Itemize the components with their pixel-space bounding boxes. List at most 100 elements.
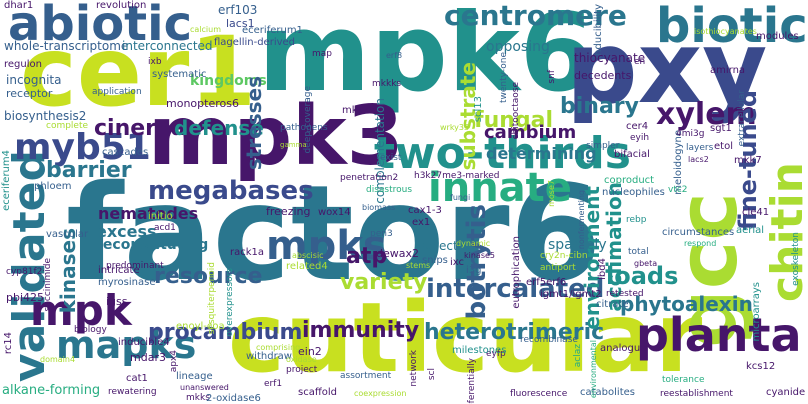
- word-incognita: incognita: [6, 73, 62, 87]
- word-coexpression: coexpression: [354, 389, 407, 398]
- word-monopteros6: monopteros6: [166, 97, 239, 110]
- word-mkkks: mkkks: [372, 79, 402, 89]
- word-biomass: biomass: [362, 203, 396, 212]
- word-xylem: xylem: [656, 97, 757, 132]
- word-aerial: aerial: [736, 225, 765, 236]
- word-simpler: simpler: [586, 141, 620, 151]
- word-milestones: milestones: [452, 345, 507, 356]
- word-penetration2: penetration2: [340, 173, 399, 183]
- word-myrosinase: myrosinase: [98, 277, 156, 288]
- word-mpk: mpk: [30, 286, 132, 335]
- word-disastrous: disastrous: [366, 185, 413, 195]
- word-erf1: erf1: [264, 379, 283, 389]
- word-cry2n-cibn: cry2n-cibn: [540, 251, 588, 261]
- word-dynamic: dynamic: [456, 239, 491, 248]
- word-planta: planta: [636, 308, 802, 362]
- word-mpk3: mpk3: [148, 89, 404, 184]
- word-scaffold: scaffold: [298, 387, 337, 398]
- word-sesquiterpenoid: sesquiterpenoid: [207, 262, 217, 335]
- word-map: map: [312, 49, 332, 59]
- word-intricate: intricate: [98, 265, 140, 276]
- word-mose7: mose7: [547, 180, 556, 207]
- word-intercalated: intercalated: [426, 274, 605, 304]
- word-regulon: regulon: [4, 59, 42, 70]
- word-preferentially: preferentially: [467, 358, 477, 404]
- word-calcium: calcium: [190, 25, 222, 34]
- word-chitin: chitin: [762, 162, 808, 302]
- word-opposing: opposing: [486, 39, 550, 55]
- word-procambium: procambium: [148, 320, 303, 345]
- word-vascular: vascular: [46, 229, 89, 240]
- word-variety: variety: [340, 270, 428, 295]
- word-erf5erf6: erf5erf6: [526, 277, 567, 288]
- word-myb51: myb51: [14, 127, 151, 168]
- word-rack1a: rack1a: [230, 247, 265, 258]
- word-dewax2: dewax2: [376, 247, 419, 260]
- word-reconstituting: reconstituting: [96, 237, 209, 253]
- word-kingdoms: kingdoms: [190, 73, 267, 89]
- word-cat1: cat1: [126, 373, 148, 384]
- word-2-oxidase6: 2-oxidase6: [206, 393, 261, 404]
- word-fluorescence: fluorescence: [510, 389, 568, 399]
- word-erf103: erf103: [218, 3, 258, 17]
- word-oxidase: oxidase: [286, 355, 317, 364]
- word-eceriferum1: eceriferum1: [242, 25, 303, 36]
- word-atp: atp: [346, 244, 388, 269]
- word-cle41: cle41: [742, 207, 770, 218]
- word-cascades: cascades: [102, 147, 149, 158]
- word-centromere: centromere: [444, 0, 627, 32]
- word-innate: innate: [428, 165, 572, 211]
- word-gamma: gamma: [280, 141, 307, 149]
- word-fungal: fungal: [474, 108, 554, 133]
- word-fungi: fungi: [450, 193, 471, 202]
- word-pathogens: pathogens: [280, 123, 328, 133]
- word-overexpressors: overexpressors: [225, 268, 235, 337]
- word-unanswered: unanswered: [180, 383, 229, 392]
- word-nucleophiles: nucleophiles: [602, 187, 665, 198]
- word-extracellular: extracellular: [737, 90, 747, 147]
- word-scl: scl: [427, 368, 437, 381]
- word-stems: stems: [406, 261, 431, 270]
- word-enoyl-coa: enoyl-coa: [176, 321, 225, 332]
- word-heterotrimeric: heterotrimeric: [424, 320, 605, 345]
- word-reestablishment: reestablishment: [660, 389, 733, 399]
- word-isothiocyanates: isothiocyanates: [694, 27, 757, 36]
- word-rebp: rebp: [626, 215, 647, 225]
- word-igmt1-igmt2: igmt1/igmt2: [540, 289, 602, 300]
- word-en: en: [634, 57, 646, 67]
- word-dhar1: dhar1: [4, 0, 34, 11]
- word-binary: binary: [560, 94, 639, 119]
- word-interconnected: interconnected: [122, 39, 213, 53]
- word-cyp81f2: cyp81f2: [6, 267, 43, 277]
- word-biotic: biotic: [656, 0, 808, 54]
- word-tolerance: tolerance: [662, 375, 705, 385]
- word-related4: related4: [286, 261, 328, 272]
- word-lineage: lineage: [176, 371, 213, 382]
- word-exist: exist: [380, 153, 402, 163]
- word-determining: determining: [486, 144, 597, 163]
- word-cer4: cer4: [626, 121, 649, 132]
- word-phloem: phloem: [34, 181, 72, 192]
- word-comprising: comprising: [256, 343, 301, 352]
- word-environmental: environmental: [589, 340, 598, 399]
- word-phytoalexin: phytoalexin: [620, 292, 753, 316]
- word-igss: igss: [106, 295, 128, 308]
- word-amirna: amirna: [710, 65, 746, 76]
- word-apx4: apx4: [169, 350, 179, 373]
- word-kinase5: kinase5: [464, 251, 496, 260]
- word-coproduct: coproduct: [604, 175, 655, 186]
- word-erf8: erf8: [386, 51, 403, 60]
- word-mapks: mapks: [56, 323, 197, 367]
- word-respond: respond: [684, 239, 717, 248]
- word-pbi425: pbi425: [6, 291, 45, 304]
- word-total: total: [628, 247, 649, 257]
- word-biosynthesis2: biosynthesis2: [4, 109, 87, 123]
- word-chitooctaose: chitooctaose: [511, 82, 521, 140]
- word-citrate: citrate: [596, 299, 629, 310]
- word-mdar3: mdar3: [130, 351, 166, 364]
- word-decedents: decedents: [574, 69, 632, 82]
- word-retested: retested: [606, 289, 644, 299]
- word-two-thirds: two-thirds: [374, 128, 631, 179]
- word-antiport: antiport: [540, 263, 576, 273]
